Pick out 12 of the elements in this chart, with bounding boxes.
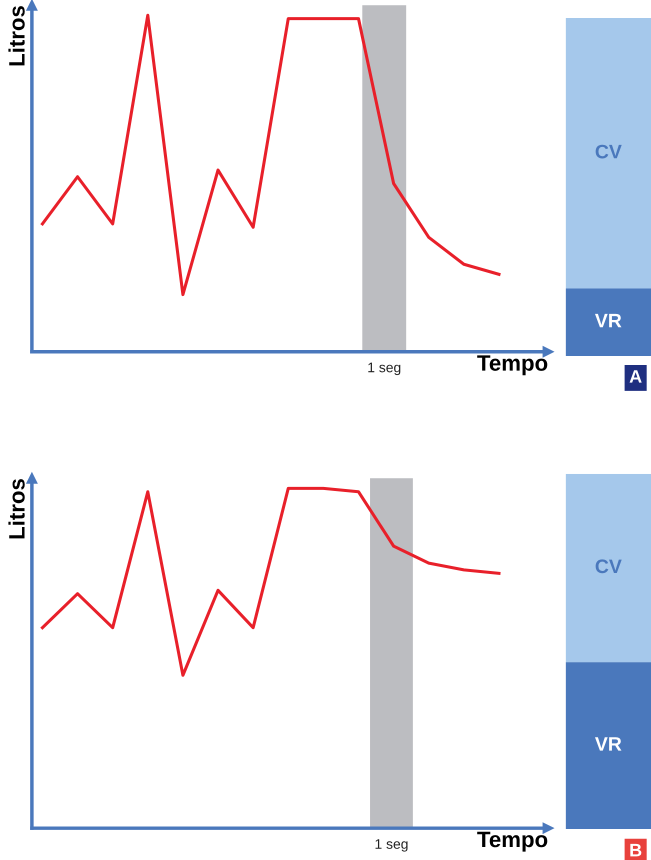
series-label: VR	[594, 314, 622, 328]
text: 1 seg	[376, 839, 408, 852]
y-axis-title: Litros	[8, 479, 25, 538]
series-label: CV	[596, 559, 622, 574]
x-axis-title: Tempo	[477, 832, 548, 852]
y-axis-title: Litros	[8, 6, 25, 66]
text: A	[630, 370, 642, 383]
text: B	[630, 844, 642, 856]
series-label: VR	[594, 737, 622, 751]
series-label: CV	[596, 144, 622, 158]
x-axis-title: Tempo	[477, 355, 548, 376]
text: 1 seg	[368, 362, 400, 376]
